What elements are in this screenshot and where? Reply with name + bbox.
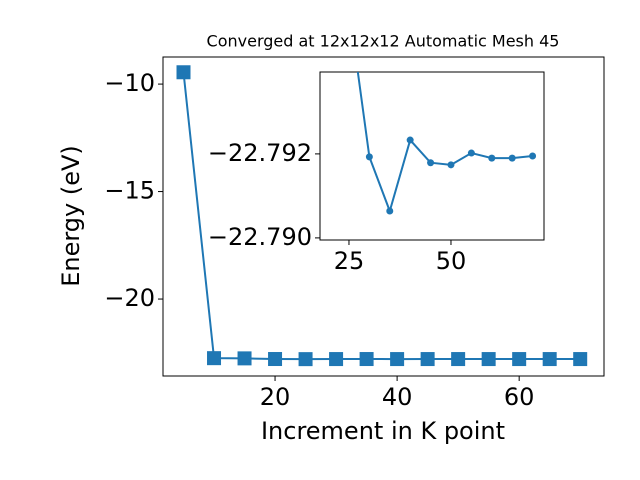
y-tick-label: −22.792 — [208, 139, 312, 167]
marker — [529, 152, 537, 160]
y-tick-label: −10 — [104, 69, 155, 97]
y-axis-label: Energy (eV) — [57, 145, 85, 287]
marker — [237, 351, 252, 366]
x-tick-label: 60 — [504, 383, 535, 411]
plot-group — [176, 65, 588, 367]
marker — [427, 159, 435, 167]
marker — [542, 352, 557, 367]
marker — [420, 352, 435, 367]
chart-title: Converged at 12x12x12 Automatic Mesh 45 — [207, 32, 560, 51]
marker — [406, 136, 414, 144]
marker — [365, 153, 373, 161]
x-tick-label: 50 — [436, 247, 467, 275]
x-tick-label: 20 — [260, 383, 291, 411]
marker — [573, 352, 588, 367]
marker — [512, 352, 527, 367]
marker — [386, 207, 394, 215]
marker — [207, 351, 222, 366]
marker — [390, 352, 405, 367]
y-tick-label: −22.790 — [208, 223, 312, 251]
marker — [359, 352, 374, 367]
marker — [329, 352, 344, 367]
marker — [467, 149, 475, 157]
plot-area — [319, 71, 545, 241]
marker — [447, 161, 455, 169]
x-tick-label: 25 — [334, 247, 365, 275]
y-tick-label: −15 — [104, 177, 155, 205]
marker — [268, 352, 283, 367]
plot-group — [345, 3, 537, 215]
marker — [451, 352, 466, 367]
series-line — [356, 72, 533, 215]
marker — [508, 154, 516, 162]
marker — [345, 3, 352, 10]
y-tick-label: −20 — [104, 284, 155, 312]
marker — [298, 352, 313, 367]
x-axis-label: Increment in K point — [261, 417, 505, 445]
marker — [488, 154, 496, 162]
x-tick-label: 40 — [382, 383, 413, 411]
marker — [176, 65, 191, 80]
marker — [481, 352, 496, 367]
